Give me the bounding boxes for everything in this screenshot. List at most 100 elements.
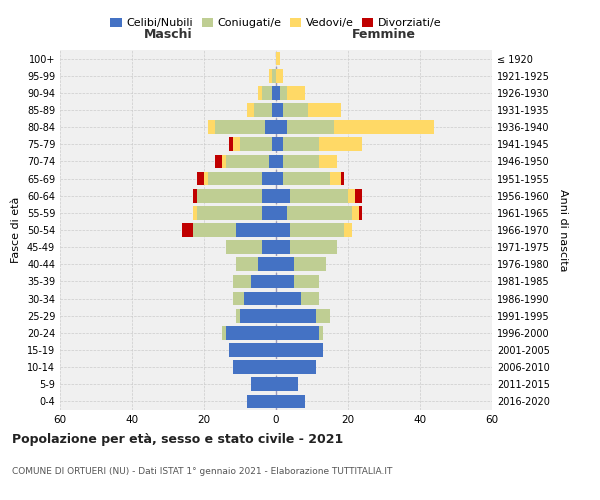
Bar	[341, 172, 344, 185]
Bar	[236, 309, 240, 322]
Bar	[247, 103, 254, 117]
Bar	[352, 206, 359, 220]
Bar	[319, 154, 337, 168]
Bar	[308, 103, 341, 117]
Bar	[262, 86, 272, 100]
Bar	[262, 189, 276, 202]
Bar	[197, 189, 262, 202]
Bar	[233, 360, 276, 374]
Bar	[269, 154, 276, 168]
Bar	[344, 223, 352, 237]
Bar	[233, 138, 240, 151]
Bar	[182, 223, 193, 237]
Y-axis label: Fasce di età: Fasce di età	[11, 197, 21, 263]
Bar	[269, 69, 272, 82]
Bar	[294, 274, 319, 288]
Bar	[197, 172, 204, 185]
Bar	[272, 103, 276, 117]
Bar	[226, 240, 262, 254]
Bar	[233, 274, 251, 288]
Bar	[287, 206, 352, 220]
Bar	[240, 138, 272, 151]
Bar	[276, 172, 283, 185]
Bar	[276, 52, 280, 66]
Bar	[276, 189, 290, 202]
Bar	[262, 172, 276, 185]
Bar	[294, 258, 326, 271]
Bar	[348, 189, 355, 202]
Bar	[204, 172, 208, 185]
Bar	[283, 103, 308, 117]
Bar	[301, 292, 319, 306]
Bar	[240, 309, 276, 322]
Bar	[262, 206, 276, 220]
Bar	[290, 223, 344, 237]
Bar	[319, 326, 323, 340]
Bar	[287, 86, 305, 100]
Bar	[258, 86, 262, 100]
Bar	[276, 103, 283, 117]
Bar	[222, 154, 226, 168]
Bar	[251, 274, 276, 288]
Bar	[247, 394, 276, 408]
Bar	[319, 138, 362, 151]
Bar	[276, 309, 316, 322]
Bar	[334, 120, 434, 134]
Legend: Celibi/Nubili, Coniugati/e, Vedovi/e, Divorziati/e: Celibi/Nubili, Coniugati/e, Vedovi/e, Di…	[106, 13, 446, 32]
Bar	[276, 326, 319, 340]
Bar	[276, 138, 283, 151]
Bar	[244, 292, 276, 306]
Bar	[290, 240, 337, 254]
Bar	[272, 86, 276, 100]
Bar	[316, 309, 330, 322]
Bar	[272, 138, 276, 151]
Bar	[254, 103, 272, 117]
Bar	[251, 378, 276, 391]
Bar	[276, 394, 305, 408]
Bar	[276, 378, 298, 391]
Bar	[276, 343, 323, 357]
Bar	[197, 206, 262, 220]
Bar	[287, 120, 334, 134]
Bar	[330, 172, 341, 185]
Y-axis label: Anni di nascita: Anni di nascita	[558, 188, 568, 271]
Bar	[276, 154, 283, 168]
Text: Popolazione per età, sesso e stato civile - 2021: Popolazione per età, sesso e stato civil…	[12, 432, 343, 446]
Text: COMUNE DI ORTUERI (NU) - Dati ISTAT 1° gennaio 2021 - Elaborazione TUTTITALIA.IT: COMUNE DI ORTUERI (NU) - Dati ISTAT 1° g…	[12, 468, 392, 476]
Bar	[208, 172, 262, 185]
Bar	[233, 292, 244, 306]
Bar	[276, 206, 287, 220]
Bar	[258, 258, 276, 271]
Bar	[276, 240, 290, 254]
Bar	[193, 223, 236, 237]
Bar	[208, 120, 215, 134]
Bar	[222, 326, 226, 340]
Bar	[355, 189, 362, 202]
Bar	[236, 223, 276, 237]
Text: Maschi: Maschi	[143, 28, 193, 42]
Bar	[229, 138, 233, 151]
Bar	[359, 206, 362, 220]
Bar	[283, 154, 319, 168]
Bar	[272, 69, 276, 82]
Bar	[276, 69, 283, 82]
Bar	[280, 86, 287, 100]
Bar	[229, 343, 276, 357]
Bar	[283, 172, 330, 185]
Bar	[226, 326, 276, 340]
Bar	[283, 138, 319, 151]
Bar	[276, 360, 316, 374]
Bar	[276, 292, 301, 306]
Bar	[193, 189, 197, 202]
Bar	[276, 274, 294, 288]
Bar	[276, 258, 294, 271]
Bar	[265, 120, 276, 134]
Bar	[276, 120, 287, 134]
Bar	[276, 223, 290, 237]
Bar	[290, 189, 348, 202]
Bar	[226, 154, 269, 168]
Text: Femmine: Femmine	[352, 28, 416, 42]
Bar	[215, 154, 222, 168]
Bar	[276, 86, 280, 100]
Bar	[193, 206, 197, 220]
